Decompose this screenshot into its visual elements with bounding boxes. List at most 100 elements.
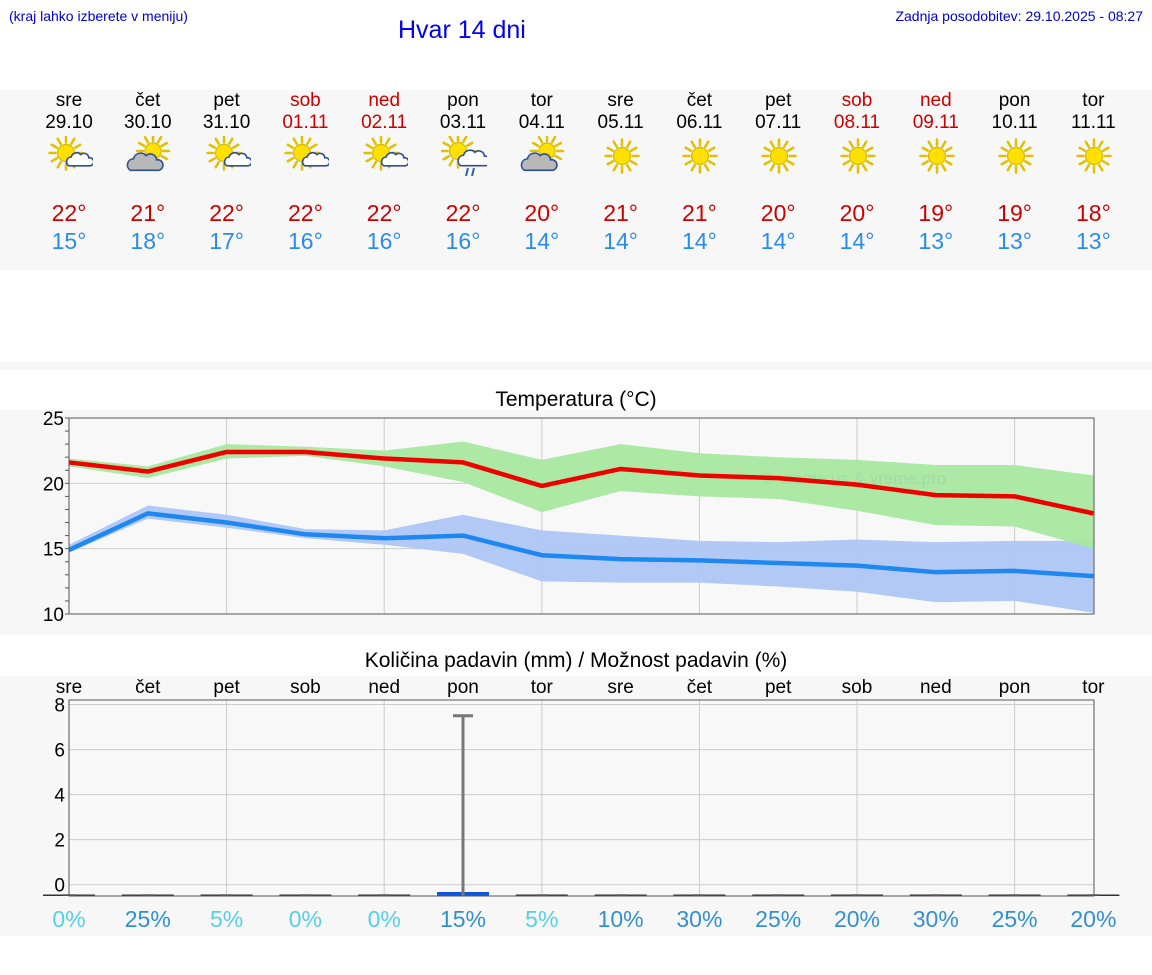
min-temperature: 14° xyxy=(839,228,875,254)
day-name: ned xyxy=(919,90,952,111)
max-temperature: 22° xyxy=(209,200,244,226)
forecast-band xyxy=(0,90,1152,270)
sun-icon xyxy=(599,136,645,178)
sun-cloud-icon xyxy=(47,135,95,178)
max-temperature: 20° xyxy=(524,200,560,226)
day-date: 02.11 xyxy=(361,112,408,133)
max-temperature: 22° xyxy=(288,200,323,226)
day-label: sob xyxy=(290,677,321,698)
sun-cloud-icon xyxy=(205,135,252,178)
max-temperature: 22° xyxy=(51,200,87,226)
cloud-sun-icon xyxy=(520,133,566,178)
day-name: čet xyxy=(686,90,713,111)
day-label: pet xyxy=(765,677,792,698)
precipitation-probability: 15% xyxy=(440,906,486,932)
max-temperature: 22° xyxy=(366,200,402,226)
day-column: tor 04.11 20° 14° xyxy=(502,90,582,260)
max-temperature-line xyxy=(68,449,1094,516)
sun-cloud-icon xyxy=(362,135,410,178)
day-date: 01.11 xyxy=(282,112,329,133)
day-column: pon 10.11 19° 13° xyxy=(975,90,1055,260)
precipitation-probability: 0% xyxy=(289,906,322,932)
separator-band xyxy=(0,362,1152,370)
max-temperature: 19° xyxy=(997,200,1032,226)
day-label: sob xyxy=(842,677,873,698)
day-label: pet xyxy=(213,677,240,698)
day-date: 04.11 xyxy=(518,112,565,133)
day-column: tor 11.11 18° 13° xyxy=(1053,90,1133,260)
y-tick-label: 10 xyxy=(43,605,64,626)
cloud-sun-icon xyxy=(126,133,172,178)
location-hint: (kraj lahko izberete v meniju) xyxy=(9,8,188,24)
day-name: sre xyxy=(607,90,634,111)
day-column: ned 09.11 19° 13° xyxy=(896,90,976,260)
min-temperature-line xyxy=(68,511,1094,579)
y-tick-label: 8 xyxy=(54,696,65,717)
precipitation-probability: 25% xyxy=(992,906,1038,932)
day-name: sob xyxy=(841,90,873,111)
max-temperature: 22° xyxy=(445,200,481,226)
precipitation-probability: 30% xyxy=(676,906,722,932)
day-label: ned xyxy=(368,677,400,698)
plot-area xyxy=(69,700,1094,896)
day-label: čet xyxy=(687,677,713,698)
min-temperature: 16° xyxy=(445,228,481,254)
sun-icon xyxy=(914,136,960,178)
day-name: sob xyxy=(290,90,321,111)
precipitation-chart: sre čet pet sob ned pon tor sre čet pet sob ned pon t… xyxy=(43,677,1120,932)
sun-icon xyxy=(1071,136,1117,178)
sun-icon xyxy=(677,136,723,178)
precipitation-chart-title: Količina padavin (mm) / Možnost padavin … xyxy=(364,649,788,672)
sun-icon xyxy=(756,136,802,178)
precipitation-probability: 0% xyxy=(52,906,85,932)
max-temperature-band xyxy=(69,441,1094,549)
min-temperature: 13° xyxy=(997,228,1032,254)
min-temperature: 14° xyxy=(682,228,717,254)
day-label: sre xyxy=(56,677,82,698)
y-tick-label: 20 xyxy=(43,474,64,495)
min-temperature: 18° xyxy=(130,228,166,254)
day-date: 05.11 xyxy=(597,112,644,133)
max-temperature: 21° xyxy=(130,200,166,226)
precipitation-probability: 30% xyxy=(913,906,959,932)
precipitation-probability: 0% xyxy=(368,906,401,932)
day-column: čet 30.10 21° 18° xyxy=(108,90,188,260)
precipitation-probability: 5% xyxy=(525,906,558,932)
day-name: čet xyxy=(135,90,161,111)
day-date: 29.10 xyxy=(45,112,93,133)
day-label: ned xyxy=(920,677,952,698)
day-date: 09.11 xyxy=(912,112,959,133)
day-column: čet 06.11 21° 14° xyxy=(659,90,739,260)
day-name: pon xyxy=(998,90,1031,111)
day-label: tor xyxy=(1082,677,1105,698)
day-name: sre xyxy=(55,90,83,111)
precipitation-probability: 10% xyxy=(598,906,644,932)
day-label: pon xyxy=(999,677,1031,698)
day-name: pon xyxy=(447,90,479,111)
day-name: tor xyxy=(530,90,553,111)
min-temperature: 13° xyxy=(918,228,954,254)
y-tick-label: 25 xyxy=(43,409,64,430)
day-label: sre xyxy=(607,677,633,698)
y-tick-label: 4 xyxy=(54,786,65,807)
day-date: 31.10 xyxy=(202,112,251,133)
plot-frame xyxy=(68,417,1095,615)
y-tick-label: 6 xyxy=(54,741,65,762)
day-date: 11.11 xyxy=(1071,112,1116,133)
day-date: 06.11 xyxy=(676,112,723,133)
day-date: 03.11 xyxy=(439,112,487,133)
day-name: tor xyxy=(1082,90,1105,111)
min-temperature: 14° xyxy=(760,228,796,254)
day-date: 08.11 xyxy=(833,112,881,133)
max-temperature: 20° xyxy=(839,200,875,226)
precipitation-probability: 25% xyxy=(755,906,801,932)
temperature-chart-title: Temperatura (°C) xyxy=(495,388,657,411)
min-temperature: 17° xyxy=(209,228,244,254)
min-temperature: 14° xyxy=(524,228,560,254)
day-date: 30.10 xyxy=(124,112,172,133)
day-column: sob 01.11 22° 16° xyxy=(265,90,345,260)
day-date: 10.11 xyxy=(991,112,1038,133)
day-name: ned xyxy=(368,90,401,111)
forecast-row: sre 29.10 22° 15° čet 30.10 21° 18° pet 31.10 22° 1… xyxy=(0,90,1152,270)
